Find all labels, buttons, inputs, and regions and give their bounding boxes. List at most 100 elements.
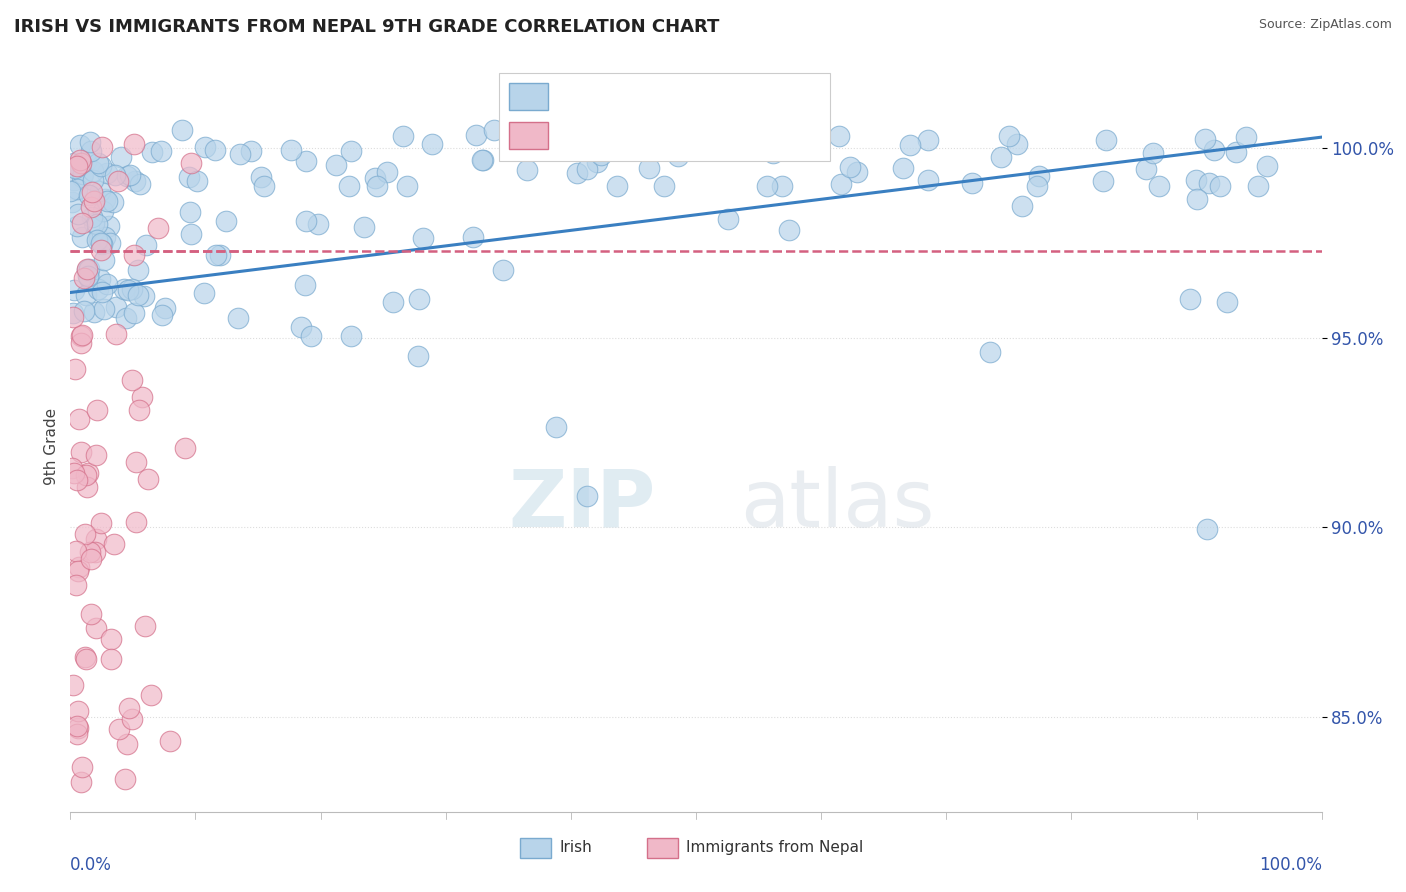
Point [340,144,363,158]
Point [747,132,769,146]
Point [575,161,598,176]
Point [60,461,83,475]
Point [65,544,87,558]
Point [1178,293,1201,307]
Point [89,184,111,198]
Point [117,283,139,297]
Point [186,174,208,188]
Point [62,310,84,325]
Point [67,412,90,426]
Point [105,300,128,314]
Point [90,516,112,531]
Point [1225,145,1247,160]
Point [516,163,538,178]
Text: Irish: Irish [560,840,592,855]
Point [72,167,94,181]
Point [66,473,89,487]
Point [70,445,93,459]
Point [717,211,740,226]
Point [239,144,262,158]
Point [484,123,506,137]
Point [134,619,156,633]
Point [122,306,145,320]
Point [122,248,145,262]
Point [1198,176,1220,190]
Point [70,156,93,170]
Point [337,179,360,194]
Point [101,194,124,209]
Point [1194,132,1216,146]
Point [89,232,111,246]
Point [637,161,659,175]
Text: R =: R = [560,85,591,103]
Point [83,216,105,230]
Point [128,177,150,191]
Point [917,133,939,147]
Point [576,489,599,503]
Point [180,155,202,169]
Point [253,179,276,194]
Text: 0.0%: 0.0% [70,855,112,873]
Point [115,169,138,184]
Point [66,159,89,173]
Point [104,168,127,182]
Point [66,727,89,741]
Point [630,135,652,149]
Point [558,131,581,145]
Point [77,271,100,285]
Point [59,184,82,198]
Point [128,402,150,417]
Text: 0.312: 0.312 [612,85,664,103]
Text: atlas: atlas [740,466,934,543]
Point [177,170,200,185]
Point [366,179,388,194]
Point [66,719,89,733]
Point [63,283,86,297]
Point [114,310,136,325]
Point [131,390,153,404]
Point [62,156,84,170]
Text: ZIP: ZIP [509,466,655,543]
Point [76,262,98,277]
Point [135,238,157,252]
Point [364,171,387,186]
Point [84,545,107,559]
Text: R =: R = [560,125,591,143]
Point [585,155,607,169]
Point [830,178,852,192]
Point [73,271,96,285]
Text: 71: 71 [738,125,761,143]
Point [391,128,413,143]
Point [90,235,112,250]
Point [141,688,163,702]
Point [979,345,1001,359]
Point [75,153,97,168]
Point [990,150,1012,164]
Point [65,362,87,376]
Point [295,214,318,228]
Point [1142,145,1164,160]
Point [565,166,588,180]
Point [1197,522,1219,536]
Point [127,288,149,302]
Point [83,194,105,208]
Point [179,205,201,219]
Point [422,136,444,151]
Point [115,737,138,751]
Point [121,373,143,387]
Point [471,153,494,168]
Point [70,327,93,342]
Point [91,285,114,300]
Point [339,329,361,343]
Point [67,704,90,718]
Point [100,632,122,647]
Point [1209,179,1232,194]
Point [63,466,86,480]
Point [76,480,98,494]
Point [80,210,103,224]
Point [70,335,93,350]
Point [917,173,939,187]
Point [62,678,84,692]
Point [174,441,197,455]
Point [75,652,97,666]
